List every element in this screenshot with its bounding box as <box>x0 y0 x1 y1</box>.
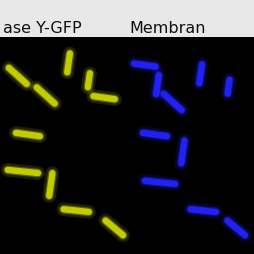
Text: ase Y-GFP: ase Y-GFP <box>3 21 81 36</box>
Bar <box>0 37 127 254</box>
Text: Membran: Membran <box>130 21 206 36</box>
Bar <box>127 37 254 254</box>
